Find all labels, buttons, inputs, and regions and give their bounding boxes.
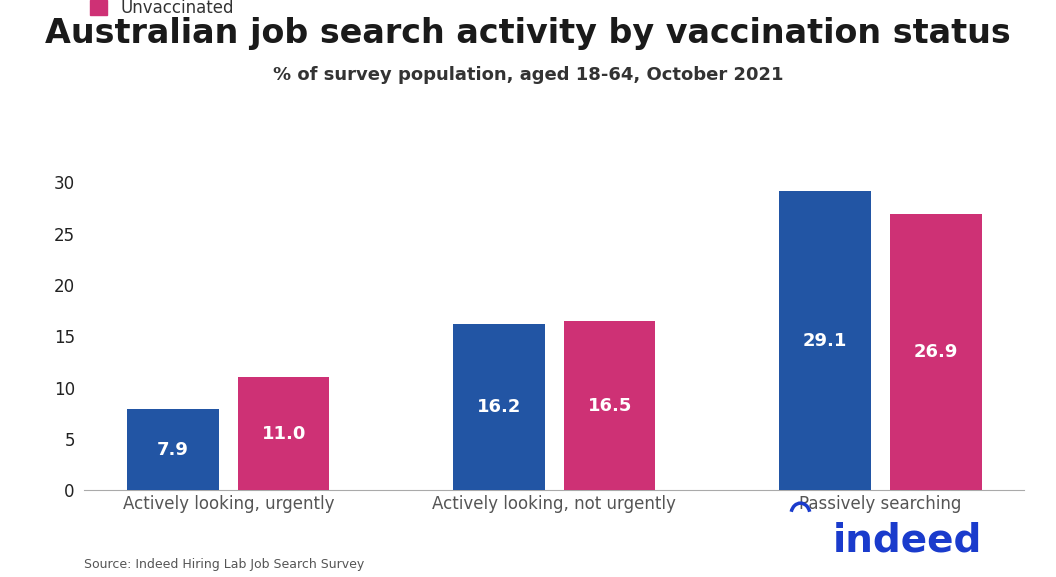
- Legend: Vaccinated, Unvaccinated: Vaccinated, Unvaccinated: [83, 0, 241, 24]
- Text: 16.5: 16.5: [587, 396, 633, 415]
- Bar: [779, 192, 871, 490]
- Text: 16.2: 16.2: [476, 398, 522, 416]
- Text: 7.9: 7.9: [157, 441, 189, 459]
- Text: Source: Indeed Hiring Lab Job Search Survey: Source: Indeed Hiring Lab Job Search Sur…: [84, 558, 364, 571]
- Text: 26.9: 26.9: [913, 343, 958, 361]
- Text: 11.0: 11.0: [262, 425, 306, 443]
- Text: % of survey population, aged 18-64, October 2021: % of survey population, aged 18-64, Octo…: [272, 66, 784, 84]
- Bar: [127, 409, 219, 490]
- Bar: [238, 377, 329, 490]
- Bar: [564, 321, 656, 490]
- Text: 29.1: 29.1: [803, 332, 847, 350]
- Bar: [453, 324, 545, 490]
- Bar: [890, 214, 982, 490]
- Text: indeed: indeed: [833, 522, 982, 560]
- Text: Australian job search activity by vaccination status: Australian job search activity by vaccin…: [45, 17, 1011, 50]
